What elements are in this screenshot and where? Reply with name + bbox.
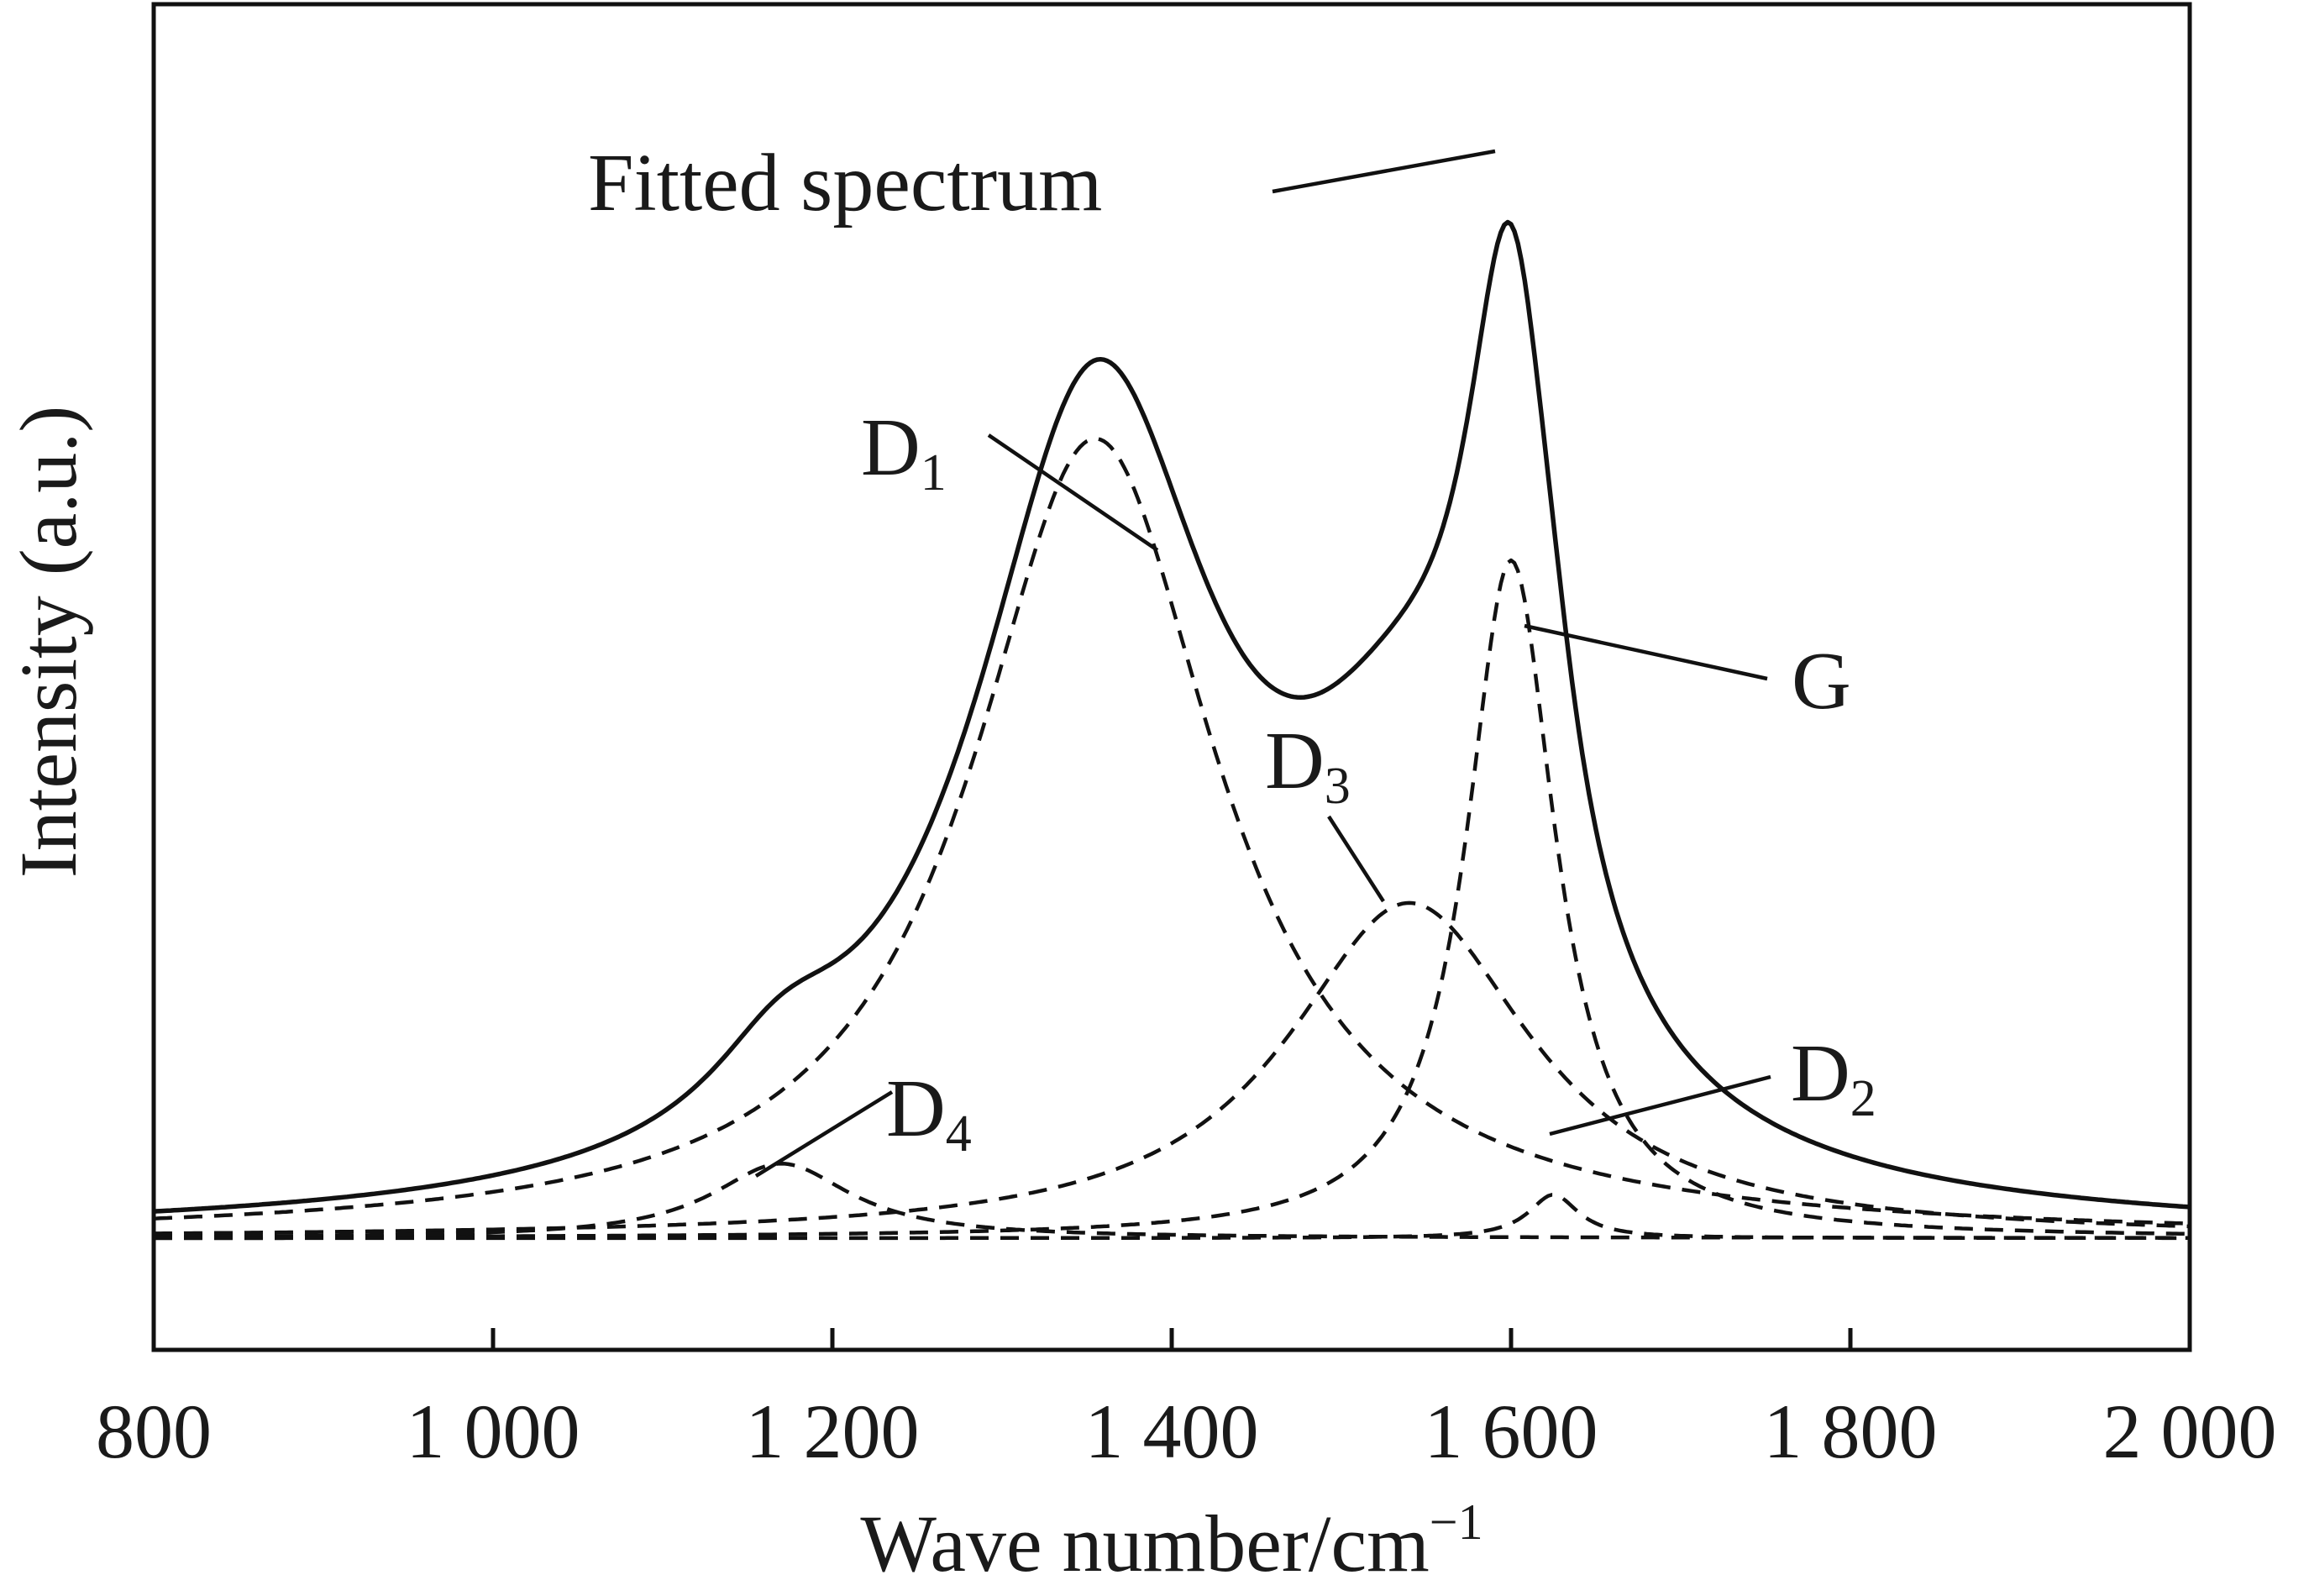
- x-tick-label: 2 000: [2103, 1389, 2277, 1474]
- annotation-g: G: [1792, 636, 1851, 727]
- annotation-d4: D4: [886, 1063, 972, 1163]
- annotation-main-text: D: [886, 1063, 946, 1154]
- annotation-subscript-text: 4: [946, 1105, 972, 1163]
- annotation-subscript-text: 1: [921, 444, 947, 501]
- annotation-main-text: D: [861, 402, 921, 493]
- x-axis-title: Wave number/cm−1: [860, 1494, 1482, 1588]
- leader-line-d4: [754, 1090, 894, 1178]
- leader-line-d1: [987, 433, 1159, 552]
- spectrum-curves: [153, 219, 2191, 1241]
- annotation-main-text: D: [1791, 1028, 1850, 1119]
- annotation-fitted-spectrum: Fitted spectrum: [588, 138, 1102, 228]
- leader-line-fitted-spectrum: [1272, 149, 1496, 194]
- x-tick-label: 1 600: [1425, 1389, 1598, 1474]
- annotation-main-text: D: [1265, 716, 1325, 806]
- annotation-d2: D2: [1791, 1028, 1876, 1127]
- x-tick-label: 1 200: [746, 1389, 920, 1474]
- series-g-curve: [154, 558, 2190, 1239]
- x-axis-ticks: [151, 1328, 2192, 1350]
- series-d1-curve: [153, 437, 2191, 1226]
- y-axis-title: Intensity (a.u.): [3, 406, 93, 879]
- leader-line-d3: [1327, 815, 1385, 903]
- annotation-leader-lines: [754, 149, 1771, 1178]
- annotation-main-text: Fitted spectrum: [588, 138, 1102, 228]
- series-d2-curve: [154, 1193, 2190, 1241]
- annotation-d3: D3: [1265, 716, 1351, 815]
- annotation-main-text: G: [1792, 636, 1851, 727]
- x-tick-label: 1 400: [1085, 1389, 1259, 1474]
- x-tick-label: 800: [96, 1389, 212, 1474]
- series-d4-curve: [154, 1162, 2190, 1240]
- series-fitted-spectrum-curve: [153, 219, 2191, 1214]
- leader-line-d2: [1549, 1074, 1771, 1137]
- x-tick-label: 1 000: [407, 1389, 580, 1474]
- x-axis-tick-labels: 800 1 000 1 200 1 400 1 600 1 800 2 000: [96, 1389, 2277, 1474]
- annotation-subscript-text: 2: [1850, 1070, 1876, 1127]
- x-axis-title-superscript: −1: [1430, 1494, 1483, 1550]
- plot-frame: [151, 2, 2192, 1352]
- x-tick-label: 1 800: [1764, 1389, 1938, 1474]
- leader-line-g: [1524, 623, 1768, 681]
- x-axis-title-text: Wave number/cm: [860, 1499, 1429, 1588]
- annotation-d1: D1: [861, 402, 947, 501]
- annotation-subscript-text: 3: [1325, 758, 1351, 815]
- series-d3-curve: [154, 900, 2191, 1236]
